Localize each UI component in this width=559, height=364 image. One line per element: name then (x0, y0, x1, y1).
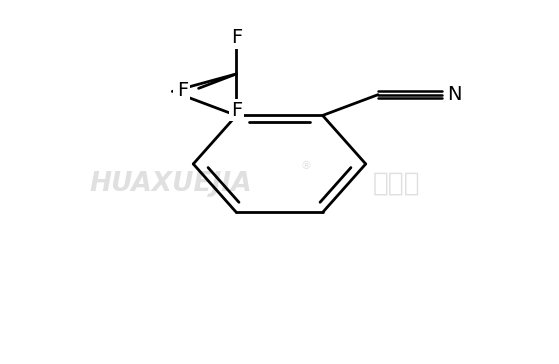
Text: 化学加: 化学加 (372, 171, 420, 197)
Text: S: S (175, 85, 187, 104)
Text: F: F (231, 100, 242, 119)
Text: F: F (231, 28, 242, 47)
Text: ®: ® (301, 161, 312, 171)
Text: N: N (447, 85, 462, 104)
Text: HUAXUEJIA: HUAXUEJIA (90, 171, 252, 197)
Text: F: F (177, 81, 188, 100)
